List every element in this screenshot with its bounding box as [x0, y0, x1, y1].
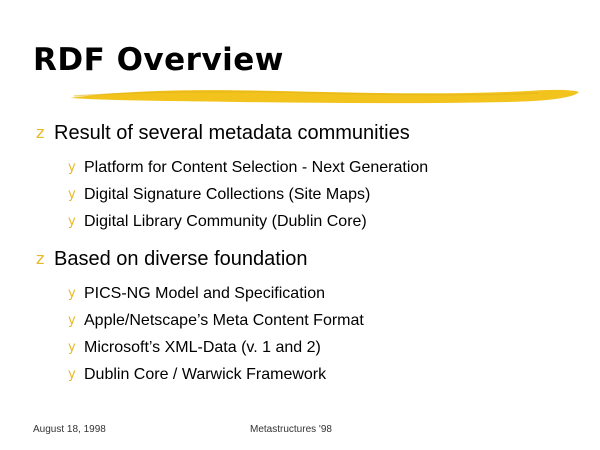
bullet-marker-level2: y: [68, 286, 76, 301]
list-item: y Microsoft’s XML-Data (v. 1 and 2): [0, 336, 600, 360]
bullet-marker-level2: y: [68, 367, 76, 382]
list-item-label: Microsoft’s XML-Data (v. 1 and 2): [84, 339, 321, 356]
slide-footer: August 18, 1998 Metastructures '98: [0, 424, 600, 444]
spacer: [0, 237, 600, 246]
footer-date: August 18, 1998: [33, 424, 106, 435]
bullet-marker-level1: z: [36, 249, 45, 268]
list-item: z Result of several metadata communities: [0, 120, 600, 146]
bullet-marker-level2: y: [68, 214, 76, 229]
list-item: y Dublin Core / Warwick Framework: [0, 363, 600, 387]
footer-center-text: Metastructures '98: [250, 424, 332, 435]
page-title: RDF Overview: [33, 42, 284, 78]
list-item: y Digital Signature Collections (Site Ma…: [0, 183, 600, 207]
list-item-label: Digital Library Community (Dublin Core): [84, 213, 367, 230]
list-item-label: PICS-NG Model and Specification: [84, 285, 325, 302]
list-item: y Apple/Netscape’s Meta Content Format: [0, 309, 600, 333]
list-item-label: Platform for Content Selection - Next Ge…: [84, 159, 429, 176]
list-item: z Based on diverse foundation: [0, 246, 600, 272]
bullet-marker-level2: y: [68, 160, 76, 175]
bullet-marker-level2: y: [68, 313, 76, 328]
list-item: y Platform for Content Selection - Next …: [0, 156, 600, 180]
list-item-label: Based on diverse foundation: [54, 248, 308, 270]
bullet-marker-level1: z: [36, 123, 45, 142]
list-item-label: Dublin Core / Warwick Framework: [84, 366, 327, 383]
list-item: y PICS-NG Model and Specification: [0, 282, 600, 306]
list-item-label: Result of several metadata communities: [54, 122, 410, 144]
list-item-label: Apple/Netscape’s Meta Content Format: [84, 312, 364, 329]
bullet-marker-level2: y: [68, 340, 76, 355]
slide-body: z Result of several metadata communities…: [0, 120, 600, 390]
list-item: y Digital Library Community (Dublin Core…: [0, 210, 600, 234]
bullet-marker-level2: y: [68, 187, 76, 202]
title-underline-brushstroke: [70, 89, 579, 104]
list-item-label: Digital Signature Collections (Site Maps…: [84, 186, 371, 203]
